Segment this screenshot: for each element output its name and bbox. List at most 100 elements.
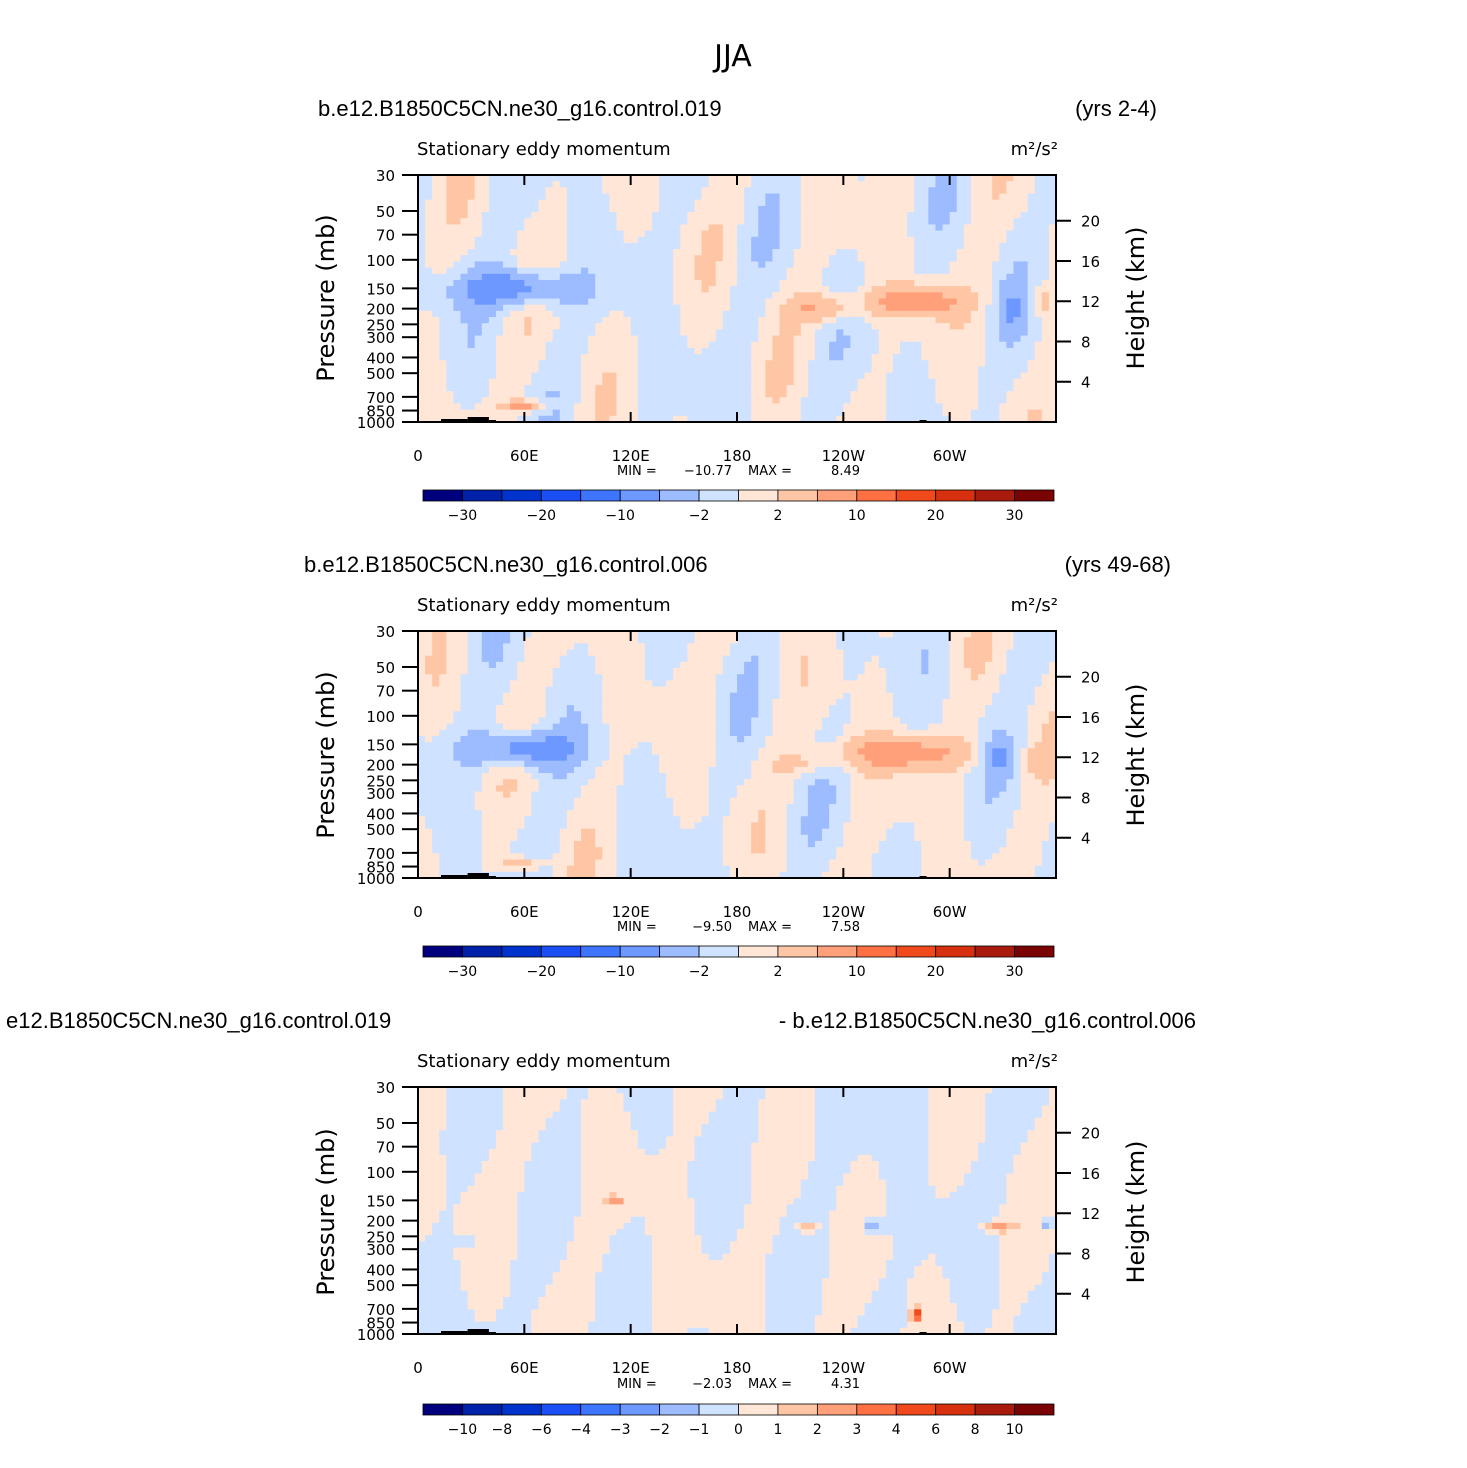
heatmap-cell [616, 656, 624, 663]
heatmap-cell [1035, 379, 1043, 386]
heatmap-cell [957, 200, 965, 207]
heatmap-cell [546, 323, 554, 330]
heatmap-cell [631, 206, 639, 213]
heatmap-cell [858, 261, 866, 268]
heatmap-cell [553, 224, 561, 231]
heatmap-cell [716, 323, 724, 330]
heatmap-cell [609, 305, 617, 312]
heatmap-cell [567, 668, 575, 675]
heatmap-cell [553, 687, 561, 694]
heatmap-cell [581, 748, 589, 755]
heatmap-cell [496, 668, 504, 675]
heatmap-cell [1013, 348, 1021, 355]
heatmap-cell [595, 299, 603, 306]
heatmap-cell [503, 391, 511, 398]
heatmap-cell [758, 311, 766, 318]
heatmap-cell [432, 391, 440, 398]
heatmap-cell [787, 200, 795, 207]
heatmap-cell [780, 224, 788, 231]
heatmap-cell [496, 373, 504, 380]
heatmap-cell [524, 859, 532, 866]
heatmap-cell [624, 748, 632, 755]
heatmap-cell [900, 175, 908, 182]
heatmap-cell [496, 829, 504, 836]
heatmap-cell [446, 699, 454, 706]
heatmap-cell [829, 366, 837, 373]
heatmap-cell [843, 391, 851, 398]
heatmap-cell [418, 761, 426, 768]
heatmap-cell [553, 200, 561, 207]
heatmap-cell [907, 175, 915, 182]
heatmap-cell [865, 181, 873, 188]
heatmap-cell [432, 724, 440, 731]
heatmap-cell [425, 212, 433, 219]
heatmap-cell [723, 218, 731, 225]
heatmap-cell [496, 354, 504, 361]
heatmap-cell [716, 212, 724, 219]
heatmap-cell [758, 261, 766, 268]
heatmap-cell [510, 637, 518, 644]
heatmap-cell [999, 280, 1007, 287]
heatmap-cell [553, 194, 561, 201]
heatmap-cell [631, 342, 639, 349]
heatmap-cell [446, 249, 454, 256]
heatmap-cell [524, 268, 532, 275]
heatmap-cell [794, 194, 802, 201]
heatmap-cell [836, 379, 844, 386]
heatmap-cell [503, 354, 511, 361]
heatmap-cell [468, 693, 476, 700]
heatmap-cell [539, 373, 547, 380]
heatmap-cell [702, 305, 710, 312]
heatmap-cell [539, 835, 547, 842]
heatmap-cell [645, 687, 653, 694]
heatmap-cell [815, 311, 823, 318]
heatmap-cell [943, 292, 951, 299]
heatmap-cell [850, 187, 858, 194]
heatmap-cell [546, 366, 554, 373]
heatmap-cell [574, 366, 582, 373]
heatmap-cell [1013, 311, 1021, 318]
heatmap-cell [461, 181, 469, 188]
heatmap-cell [496, 200, 504, 207]
heatmap-cell [425, 785, 433, 792]
heatmap-cell [808, 410, 816, 417]
heatmap-cell [425, 693, 433, 700]
heatmap-cell [425, 218, 433, 225]
x-tick-label: 60W [933, 447, 967, 465]
heatmap-cell [772, 280, 780, 287]
heatmap-cell [822, 410, 830, 417]
heatmap-cell [872, 391, 880, 398]
heatmap-cell [978, 366, 986, 373]
heatmap-cell [609, 373, 617, 380]
heatmap-cell [638, 705, 646, 712]
heatmap-cell [928, 175, 936, 182]
heatmap-cell [1021, 336, 1029, 343]
heatmap-cell [879, 224, 887, 231]
heatmap-cell [432, 687, 440, 694]
heatmap-cell [468, 243, 476, 250]
heatmap-cell [567, 286, 575, 293]
colorbar-label: 20 [927, 508, 945, 524]
heatmap-cell [475, 674, 483, 681]
heatmap-cell [609, 755, 617, 762]
heatmap-cell [546, 656, 554, 663]
heatmap-cell [453, 194, 461, 201]
heatmap-cell [709, 373, 717, 380]
heatmap-cell [609, 280, 617, 287]
heatmap-cell [914, 354, 922, 361]
heatmap-cell [539, 866, 547, 873]
heatmap-cell [1035, 231, 1043, 238]
heatmap-cell [546, 212, 554, 219]
heatmap-cell [496, 742, 504, 749]
heatmap-cell [432, 181, 440, 188]
heatmap-cell [914, 342, 922, 349]
heatmap-cell [673, 348, 681, 355]
heatmap-cell [638, 711, 646, 718]
heatmap-cell [815, 336, 823, 343]
heatmap-cell [595, 637, 603, 644]
heatmap-cell [886, 391, 894, 398]
heatmap-cell [787, 249, 795, 256]
heatmap-cell [616, 742, 624, 749]
heatmap-cell [567, 711, 575, 718]
heatmap-cell [595, 773, 603, 780]
